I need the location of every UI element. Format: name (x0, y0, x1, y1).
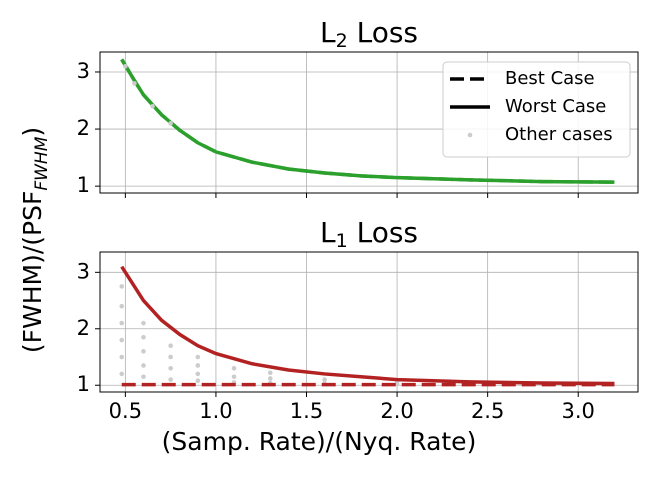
data-point (141, 374, 146, 380)
data-point (141, 334, 146, 340)
data-point (195, 371, 201, 377)
y-axis-label: (FWHM)/(PSFFWHM) (18, 127, 52, 353)
x-tick-label: 3.0 (562, 399, 595, 423)
data-point (168, 121, 173, 126)
data-point (132, 81, 137, 86)
x-tick-label: 2.0 (380, 399, 413, 423)
chart-title: L1 Loss (320, 216, 418, 252)
data-point (119, 371, 125, 377)
legend-box (442, 61, 631, 158)
title-rest: Loss (348, 216, 418, 249)
x-tick-label: 2.5 (471, 399, 504, 423)
series-line (120, 265, 615, 386)
data-point (119, 337, 125, 343)
data-point (195, 363, 201, 368)
y-tick-label: 3 (77, 59, 90, 83)
data-point (168, 377, 173, 382)
y-tick-label: 2 (77, 116, 90, 140)
data-point (168, 343, 173, 349)
x-tick-label: 1.0 (199, 399, 232, 423)
title-rest: Loss (348, 16, 418, 49)
y-tick-label: 2 (77, 316, 90, 340)
legend-label: Other cases (505, 124, 613, 145)
data-point (123, 63, 128, 69)
data-point (231, 374, 237, 380)
x-tick-label: 0.5 (109, 399, 142, 423)
data-point (119, 320, 125, 326)
data-point (150, 103, 155, 109)
y-tick-label: 1 (77, 173, 90, 197)
data-point (267, 376, 273, 381)
data-point (119, 354, 125, 360)
chart-title: L2 Loss (320, 16, 418, 52)
data-point (322, 377, 327, 382)
data-point (195, 354, 201, 360)
legend-marker (467, 132, 473, 138)
x-axis-label: (Samp. Rate)/(Nyq. Rate) (162, 427, 477, 456)
data-point (231, 365, 237, 371)
plot-frame (99, 251, 639, 393)
title-sub: 2 (336, 30, 348, 52)
legend-label: Worst Case (505, 96, 606, 117)
x-tick-label: 1.5 (290, 399, 323, 423)
title-sub: 1 (336, 230, 348, 252)
data-point (119, 303, 125, 309)
legend-label: Best Case (505, 68, 595, 89)
data-point (141, 363, 146, 368)
data-point (141, 320, 146, 326)
data-point (119, 284, 125, 289)
data-point (141, 349, 146, 354)
series-line (120, 58, 615, 184)
plot-frame (99, 51, 639, 194)
data-point (195, 378, 201, 384)
data-point (168, 354, 173, 360)
title-main: L (320, 16, 336, 49)
y-tick-label: 1 (77, 372, 90, 396)
data-point (168, 365, 173, 371)
y-tick-label: 3 (77, 259, 90, 283)
title-main: L (320, 216, 336, 249)
data-point (267, 370, 273, 376)
